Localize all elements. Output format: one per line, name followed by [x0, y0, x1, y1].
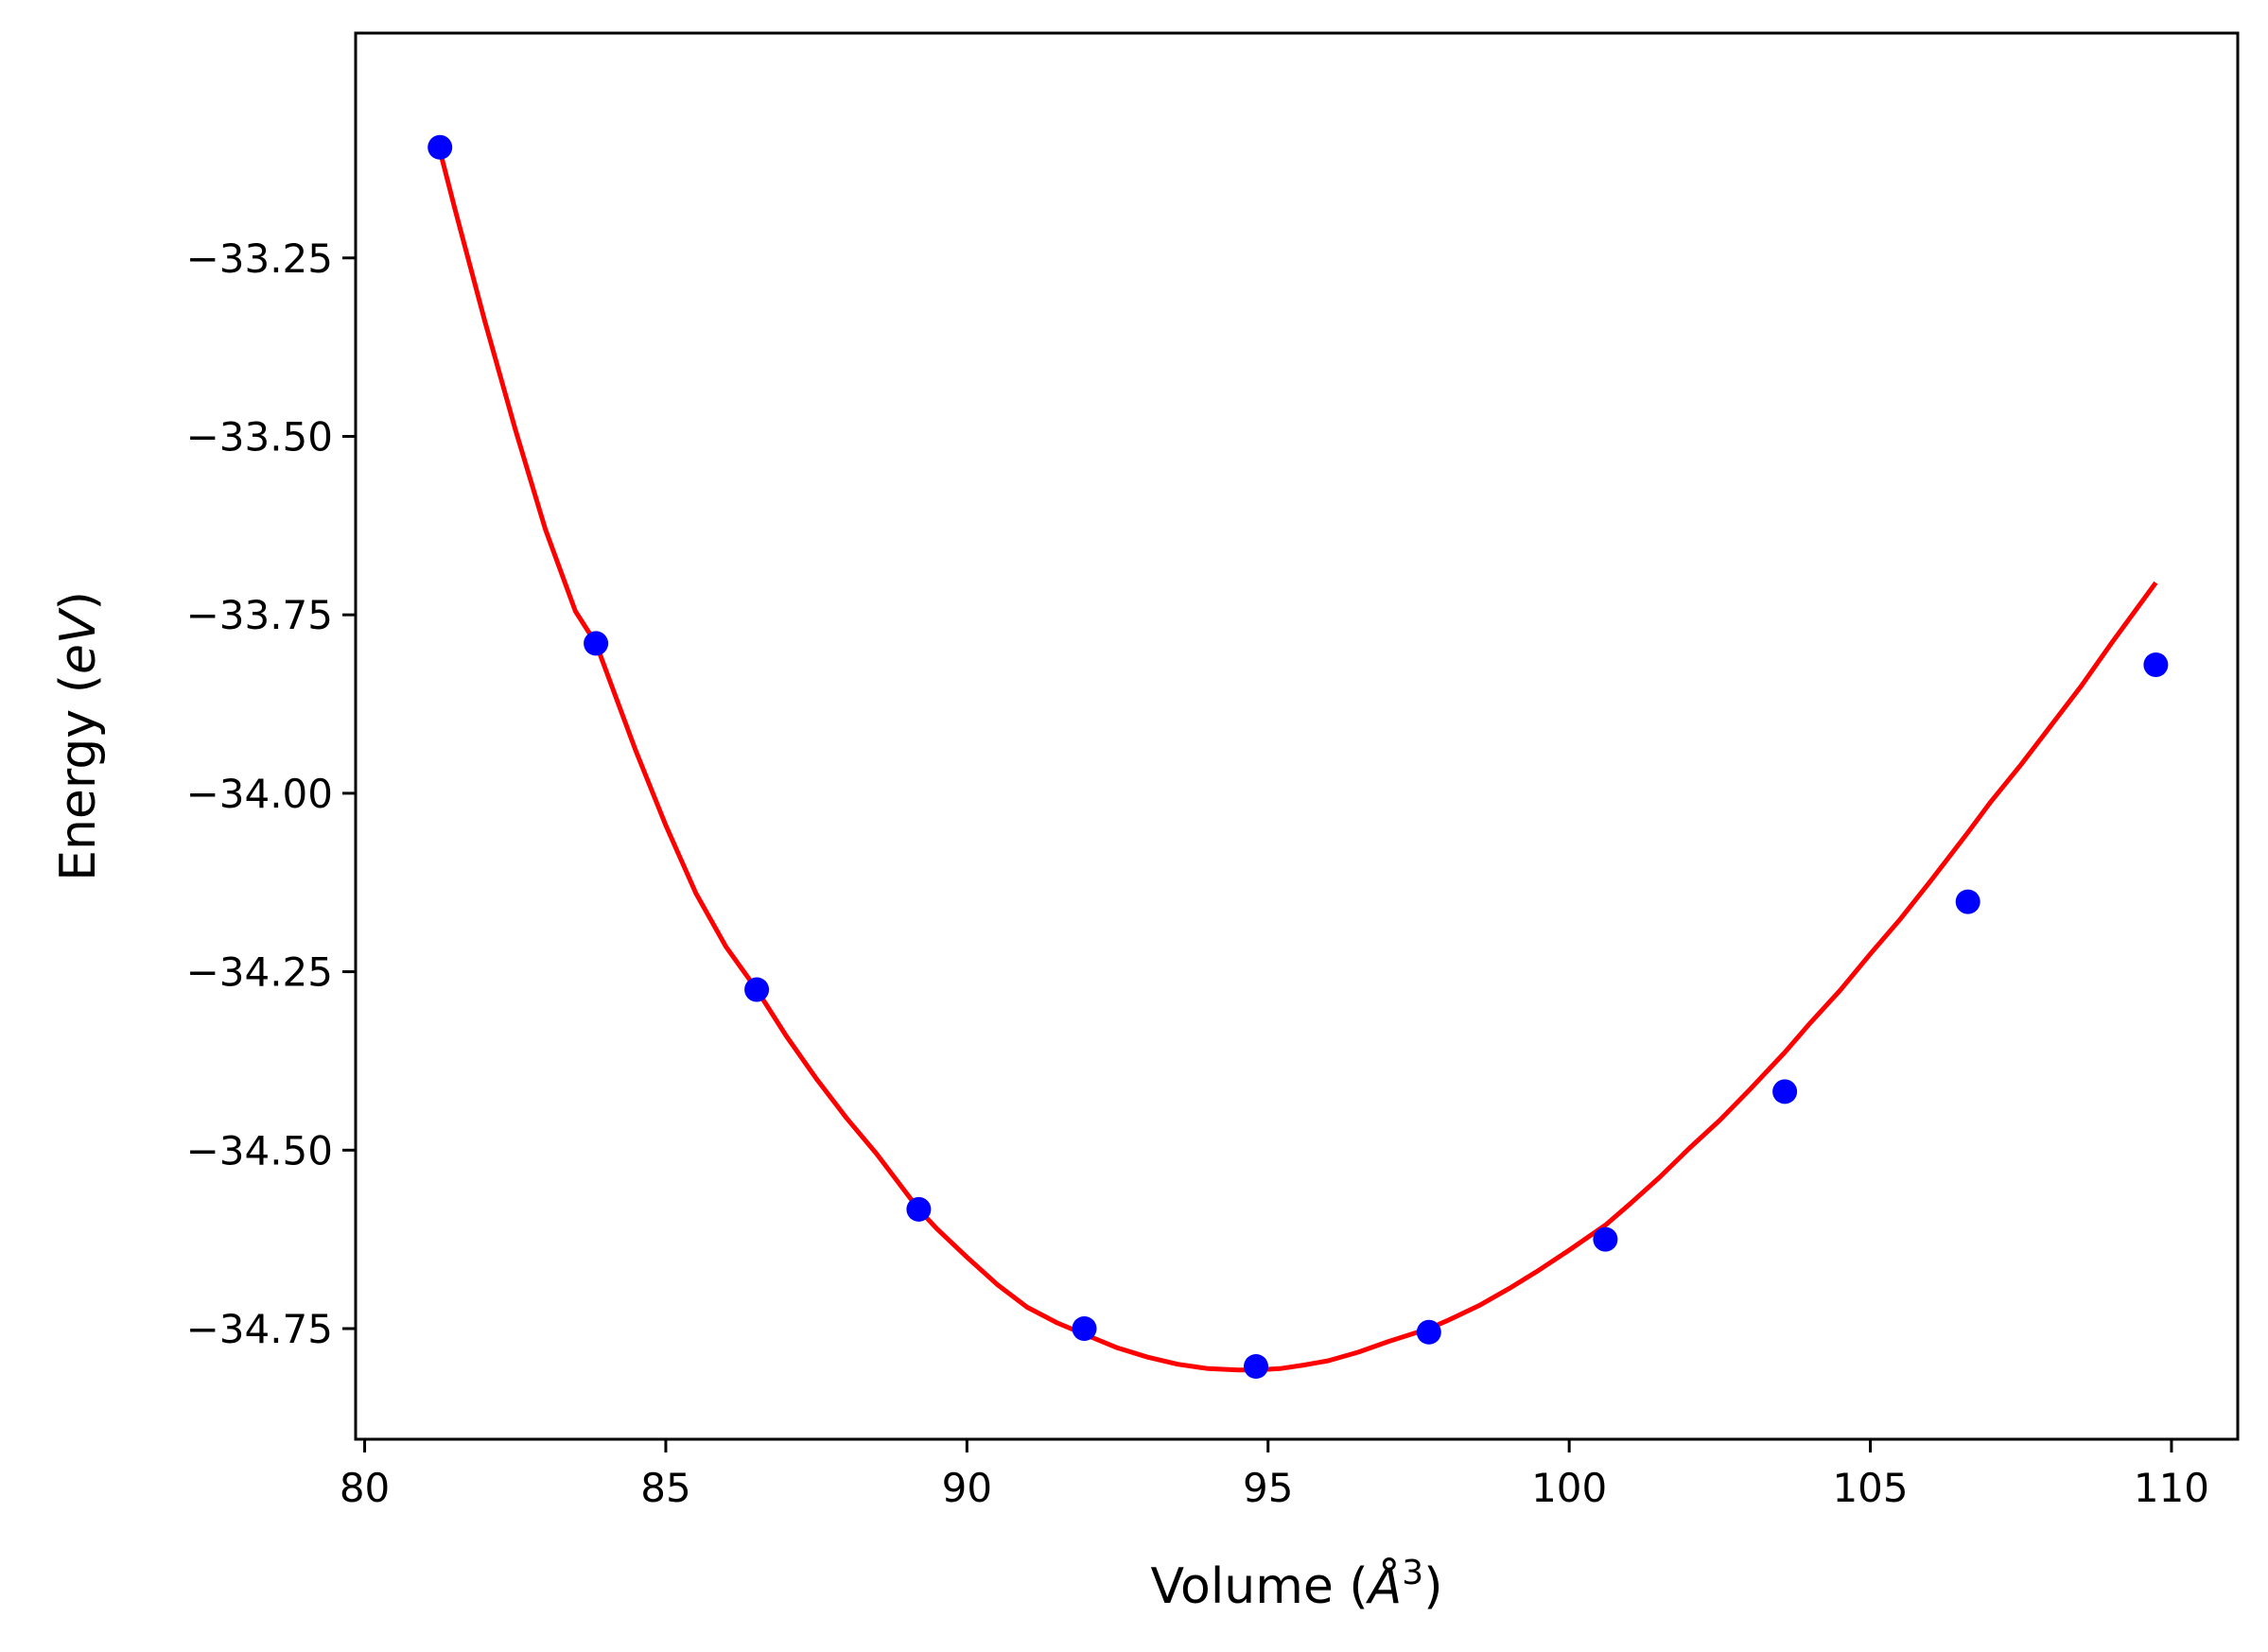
- x-axis-label-part: Volume (: [1151, 1558, 1369, 1615]
- data-point: [1593, 1226, 1618, 1252]
- x-axis-label-exponent: 3: [1402, 1554, 1423, 1592]
- x-axis-label-part: ): [1423, 1558, 1442, 1615]
- x-tick-label: 80: [340, 1465, 390, 1511]
- x-tick-label: 110: [2134, 1465, 2209, 1511]
- y-axis-label-part: Energy (: [50, 674, 107, 881]
- y-tick-label: −34.00: [186, 771, 333, 817]
- data-point: [744, 977, 770, 1002]
- x-tick-label: 95: [1243, 1465, 1293, 1511]
- x-axis: 80 85 90 95 100 105 110: [340, 1439, 2209, 1511]
- data-point: [1072, 1316, 1097, 1341]
- plot-frame: [354, 31, 2240, 1441]
- x-tick-label: 105: [1832, 1465, 1908, 1511]
- y-tick-label: −33.25: [186, 235, 333, 282]
- x-axis-label-unit: Å: [1366, 1556, 1403, 1615]
- y-tick-label: −33.75: [186, 592, 333, 638]
- x-tick-label: 85: [640, 1465, 690, 1511]
- fit-curve: [437, 149, 2158, 1373]
- data-point: [584, 631, 609, 656]
- y-axis-label-part: ): [50, 591, 107, 610]
- y-axis-label-unit: eV: [50, 607, 107, 674]
- x-axis-label: Volume (Å3): [1151, 1554, 1443, 1615]
- y-axis-label: Energy (eV): [50, 591, 107, 881]
- data-point: [1244, 1354, 1268, 1379]
- y-axis: −33.25 −33.50 −33.75 −34.00 −34.25 −34.50 −34.…: [186, 235, 356, 1352]
- data-point: [906, 1196, 932, 1222]
- data-point: [1772, 1079, 1798, 1104]
- data-point: [1416, 1319, 1441, 1345]
- data-point: [2143, 652, 2169, 677]
- y-tick-label: −34.50: [186, 1127, 333, 1174]
- y-tick-label: −33.50: [186, 413, 333, 460]
- y-tick-label: −34.25: [186, 949, 333, 996]
- x-tick-label: 100: [1531, 1465, 1607, 1511]
- data-point: [1955, 889, 1980, 914]
- y-tick-label: −34.75: [186, 1306, 333, 1352]
- x-tick-label: 90: [942, 1465, 992, 1511]
- data-point: [427, 134, 453, 160]
